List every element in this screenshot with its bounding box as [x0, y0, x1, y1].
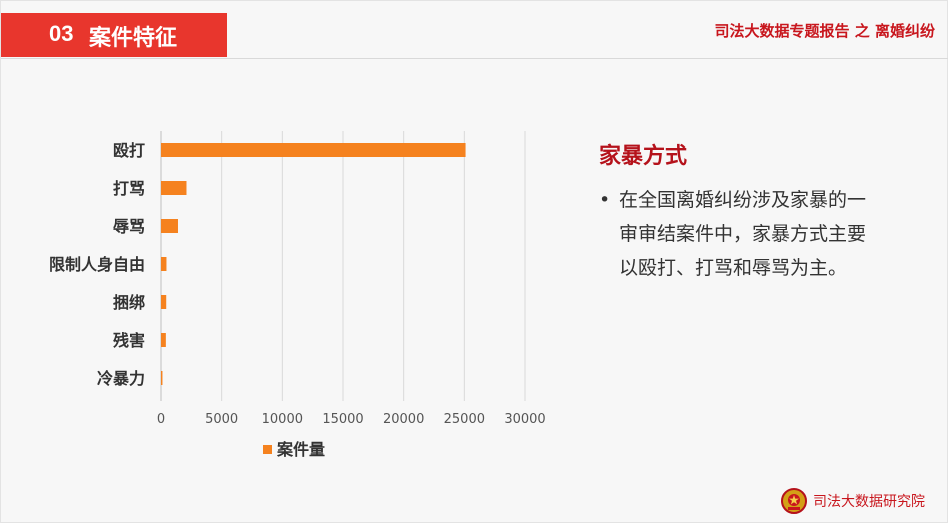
x-tick-label: 20000 [383, 412, 424, 427]
bar [161, 295, 167, 309]
x-tick-label: 10000 [262, 412, 303, 427]
header-divider [1, 58, 948, 59]
bar [161, 333, 166, 347]
bar [161, 143, 466, 157]
section-number: 03 [49, 21, 74, 46]
category-label: 打骂 [113, 179, 145, 198]
x-tick-label: 30000 [504, 412, 545, 427]
bullet-marker: • [599, 189, 611, 211]
category-label: 殴打 [113, 141, 145, 160]
side-panel-title: 家暴方式 [599, 144, 688, 169]
legend-swatch [263, 445, 272, 454]
side-panel-text: 在全国离婚纠纷涉及家暴的一审审结案件中，家暴方式主要以殴打、打骂和辱骂为主。 [619, 189, 867, 279]
category-label: 限制人身自由 [49, 255, 145, 274]
section-header-band [1, 13, 227, 57]
x-tick-label: 0 [157, 412, 165, 427]
footer-org-name: 司法大数据研究院 [813, 494, 925, 510]
bar [161, 219, 178, 233]
section-title: 案件特征 [89, 26, 178, 51]
x-tick-label: 5000 [205, 412, 238, 427]
category-label: 残害 [113, 331, 145, 350]
side-panel-body: • 在全国离婚纠纷涉及家暴的一审审结案件中，家暴方式主要以殴打、打骂和辱骂为主。 [599, 183, 869, 285]
x-tick-label: 15000 [322, 412, 363, 427]
legend-label: 案件量 [276, 440, 325, 459]
report-title: 司法大数据专题报告 之 离婚纠纷 [714, 22, 935, 40]
bar [161, 257, 167, 271]
court-emblem-icon [781, 488, 807, 514]
bar [161, 371, 163, 385]
category-label: 冷暴力 [97, 369, 145, 388]
category-label: 捆绑 [113, 293, 145, 312]
category-label: 辱骂 [113, 217, 145, 236]
bar [161, 181, 187, 195]
x-tick-label: 25000 [444, 412, 485, 427]
